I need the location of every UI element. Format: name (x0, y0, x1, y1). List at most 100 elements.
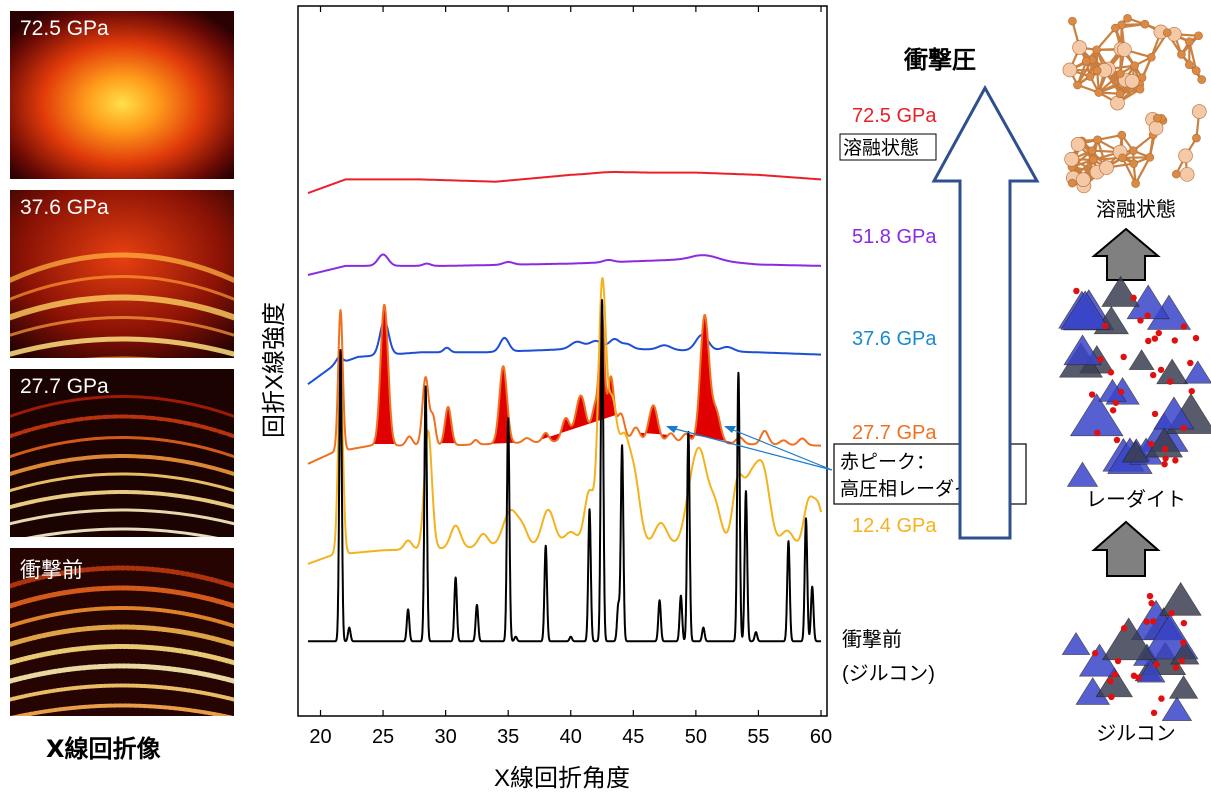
oxygen-atom (1130, 294, 1137, 302)
x-tick-label: 55 (747, 726, 769, 748)
atom (1099, 160, 1114, 175)
xray-image-caption: X線回折像 (46, 735, 161, 763)
atom (1073, 80, 1082, 90)
x-tick-label: 30 (435, 726, 457, 748)
atom (1115, 69, 1125, 78)
atom (1128, 146, 1138, 156)
oxygen-atom (1150, 709, 1158, 717)
atom (1184, 60, 1194, 70)
atom (1179, 167, 1195, 182)
series-line (307, 299, 822, 643)
xray-image-725: 72.5 GPa (10, 11, 234, 179)
polyhedron (1169, 675, 1199, 699)
polyhedron (1066, 461, 1099, 487)
atom (1064, 151, 1079, 167)
oxygen-atom (1150, 618, 1157, 625)
oxygen-atom (1161, 445, 1169, 453)
atom (1068, 16, 1077, 26)
atom (1087, 146, 1097, 155)
bond (1095, 27, 1117, 51)
oxygen-atom (1114, 657, 1122, 665)
label-124: 12.4 GPa (852, 515, 937, 537)
atom (1117, 130, 1127, 140)
x-axis-label: X線回折角度 (494, 765, 630, 792)
oxygen-atom (1162, 455, 1169, 462)
xray-image-725-label: 72.5 GPa (20, 17, 109, 40)
transition-arrow-lower (1091, 520, 1161, 577)
oxygen-atom (1107, 369, 1115, 376)
atom (1135, 84, 1145, 94)
oxygen-atom (1120, 625, 1128, 632)
series-line (307, 253, 822, 276)
label-376: 37.6 GPa (852, 328, 937, 350)
polyhedron (1136, 659, 1166, 683)
oxygen-atom (1153, 661, 1160, 668)
oxygen-atom (1107, 677, 1114, 685)
callout-text-2: 高圧相レーダイト (840, 478, 992, 500)
xray-image-277: 27.7 GPa (10, 369, 234, 537)
atom (1172, 169, 1181, 179)
melt-box (839, 133, 937, 161)
atom (1178, 148, 1193, 164)
atom (1192, 133, 1201, 143)
atom (1129, 159, 1138, 168)
oxygen-atom (1166, 378, 1174, 385)
oxygen-atom (1117, 388, 1125, 396)
oxygen-atom (1102, 322, 1109, 330)
reidite-peak-fill (639, 405, 669, 439)
oxygen-atom (1094, 429, 1101, 436)
xray-image-376-label: 37.6 GPa (20, 196, 109, 219)
oxygen-atom (1130, 672, 1138, 679)
polyhedron (1161, 696, 1193, 721)
oxygen-atom (1172, 664, 1180, 671)
label-pre-1: 衝撃前 (842, 628, 902, 651)
atom (1191, 66, 1201, 75)
oxygen-atom (1091, 650, 1099, 657)
transition-arrow-upper (1091, 227, 1161, 281)
oxygen-atom (1180, 424, 1188, 432)
reidite-structure-label: レーダイト (1086, 488, 1186, 511)
atom (1197, 75, 1206, 84)
atom (1130, 61, 1139, 70)
label-277: 27.7 GPa (852, 422, 937, 444)
xray-image-277-label: 27.7 GPa (20, 375, 109, 398)
xray-image-376-pattern (10, 190, 234, 358)
atom (1072, 40, 1087, 55)
x-tick-label: 20 (309, 726, 331, 748)
oxygen-atom (1149, 371, 1157, 379)
polyhedron (1121, 440, 1150, 463)
bond (1188, 41, 1198, 71)
atom (1123, 14, 1132, 23)
oxygen-atom (1188, 387, 1195, 395)
oxygen-atom (1112, 399, 1120, 406)
oxygen-atom (1097, 356, 1104, 363)
oxygen-atom (1145, 337, 1152, 345)
atom (1140, 19, 1150, 29)
atom (1147, 52, 1156, 62)
oxygen-atom (1180, 639, 1187, 646)
oxygen-atom (1187, 359, 1194, 367)
x-tick-label: 35 (497, 726, 519, 748)
oxygen-atom (1161, 460, 1168, 468)
x-tick-label: 50 (685, 726, 707, 748)
polyhedron (1159, 582, 1202, 616)
atom (1093, 135, 1102, 145)
pressure-arrow (931, 84, 1040, 540)
polyhedron (1126, 284, 1170, 320)
atom (1185, 37, 1194, 46)
oxygen-atom (1171, 337, 1179, 344)
oxygen-atom (1157, 366, 1165, 373)
zircon-structure-label: ジルコン (1096, 723, 1176, 745)
oxygen-atom (1113, 436, 1121, 444)
x-tick-label: 60 (810, 726, 832, 748)
atom (1124, 73, 1140, 89)
plot-frame (297, 5, 828, 717)
series-line (307, 319, 822, 385)
atom (1148, 120, 1164, 136)
oxygen-atom (1192, 334, 1200, 342)
atom (1092, 66, 1102, 75)
atom (1145, 153, 1155, 162)
oxygen-atom (1168, 609, 1175, 617)
atom (1191, 104, 1207, 119)
melt-structure-label: 溶融状態 (1096, 198, 1176, 221)
